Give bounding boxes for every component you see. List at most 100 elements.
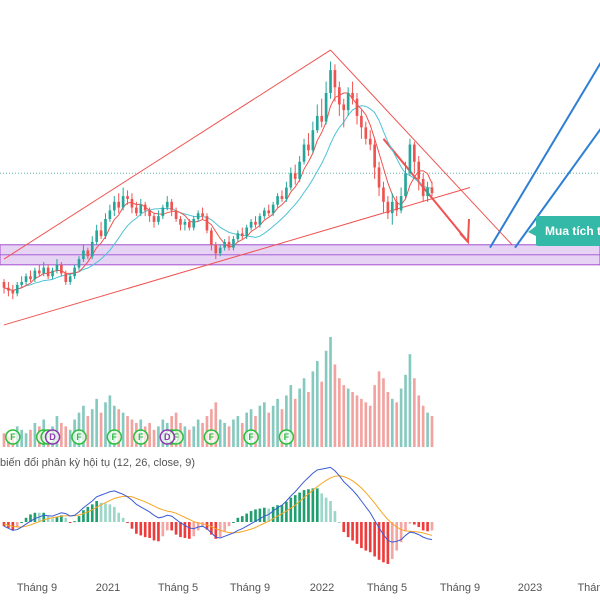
macd-histogram-bar	[73, 521, 76, 523]
x-axis: Tháng 9 2021 Tháng 5 Tháng 9 2022 Tháng 5 Thán…	[17, 582, 600, 594]
candle-body	[263, 210, 266, 217]
candle	[293, 164, 297, 185]
macd-histogram-bar	[390, 522, 394, 559]
macd-histogram-bar	[104, 503, 107, 522]
candle-body	[390, 201, 394, 214]
volume-bar	[249, 409, 253, 447]
candle	[117, 193, 121, 214]
candle	[51, 267, 54, 280]
candle-body	[121, 196, 125, 208]
signal-f: F	[5, 429, 21, 445]
candle	[157, 210, 160, 225]
candle-body	[135, 207, 138, 214]
candle	[161, 204, 165, 219]
volume-bar	[99, 412, 103, 447]
candle-body	[170, 201, 173, 211]
candle	[170, 198, 173, 217]
price-pane[interactable]	[0, 47, 600, 326]
candle	[82, 244, 85, 262]
signal-f-circle	[133, 429, 149, 445]
candle	[320, 98, 324, 128]
macd-histogram-bar	[408, 522, 412, 524]
candle	[426, 181, 429, 202]
macd-histogram-bar	[51, 518, 54, 522]
candle-body	[90, 241, 94, 257]
upper-trendline	[3, 49, 331, 260]
volume-bar	[395, 402, 399, 447]
volume-bar	[271, 405, 275, 447]
candle	[135, 201, 138, 217]
signal-f: F	[243, 429, 259, 445]
signal-f-letter: F	[173, 432, 179, 442]
candle	[214, 241, 218, 260]
macd-histogram-bar	[254, 509, 257, 522]
macd-histogram-bar	[320, 493, 324, 522]
macd-histogram-bar	[55, 516, 59, 522]
macd-histogram-bar	[285, 501, 288, 522]
macd-histogram-bar	[15, 522, 19, 528]
candle	[355, 93, 359, 125]
macd-pane[interactable]	[2, 466, 434, 564]
candle	[139, 198, 143, 217]
candle-body	[55, 264, 59, 271]
candle	[408, 138, 412, 177]
macd-histogram-bar	[24, 517, 28, 522]
candle-body	[11, 290, 15, 294]
candle	[324, 81, 328, 125]
candle	[404, 161, 407, 199]
macd-line	[3, 466, 433, 543]
candle	[258, 213, 262, 228]
candle-body	[73, 267, 76, 277]
candle-body	[360, 115, 363, 128]
candle	[289, 167, 293, 191]
macd-histogram-bar	[86, 506, 90, 522]
macd-histogram-bar	[421, 522, 425, 531]
candle	[152, 213, 156, 228]
candle	[64, 270, 68, 285]
candle-body	[77, 259, 81, 268]
signal-f-circle	[71, 429, 87, 445]
candle-body	[130, 198, 134, 208]
candle-body	[254, 221, 257, 225]
volume-bar	[280, 409, 284, 447]
volume-pane	[2, 337, 434, 447]
candle	[285, 181, 288, 202]
candle	[351, 81, 354, 105]
macd-histogram-bar	[364, 522, 368, 551]
volume-bar	[126, 416, 129, 447]
signal-f: F	[106, 429, 123, 445]
macd-histogram-bar	[324, 497, 328, 522]
macd-histogram-bar	[126, 522, 129, 523]
candle	[104, 213, 107, 240]
macd-histogram-bar	[236, 517, 240, 522]
candle-body	[271, 204, 275, 214]
volume-bar	[95, 398, 98, 447]
candle-body	[33, 270, 37, 280]
macd-histogram-bar	[307, 489, 310, 522]
macd-histogram-bar	[108, 504, 112, 522]
candle-body	[289, 173, 293, 188]
candle	[121, 187, 125, 211]
candle	[11, 284, 15, 300]
candle	[210, 227, 213, 251]
candle-body	[223, 241, 226, 248]
macd-histogram-bar	[271, 506, 275, 522]
candle	[29, 270, 32, 282]
candle-body	[143, 204, 147, 211]
candle-body	[307, 144, 310, 151]
candle	[148, 207, 151, 222]
macd-histogram-bar	[249, 511, 253, 522]
candle-body	[382, 187, 385, 202]
candle-body	[95, 230, 98, 242]
volume-bar	[302, 378, 306, 447]
candle	[183, 219, 187, 231]
candle-body	[333, 70, 337, 88]
candle	[7, 282, 10, 297]
x-tick-label: 2023	[518, 582, 542, 594]
candle-body	[320, 115, 324, 122]
candle	[245, 224, 249, 240]
projection-down-arrowhead	[459, 218, 470, 245]
volume-bar	[33, 422, 37, 447]
volume-bar	[311, 371, 315, 447]
candle	[55, 259, 59, 274]
